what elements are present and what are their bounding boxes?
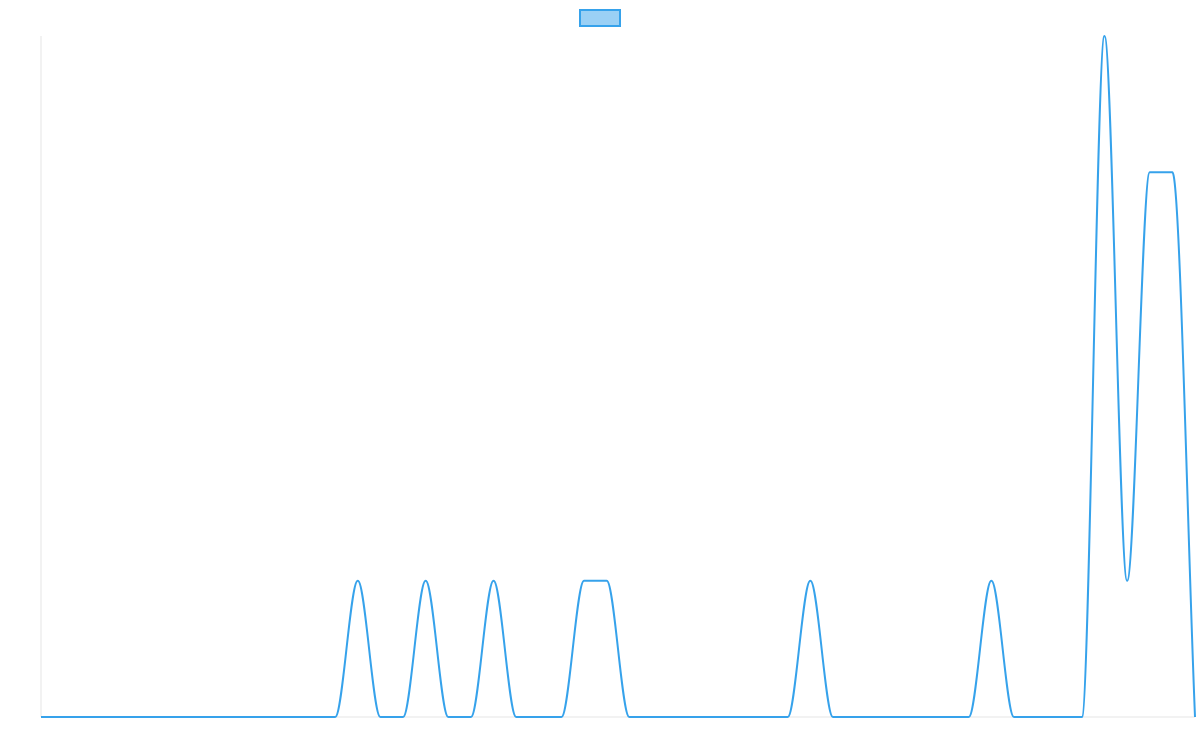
data-point[interactable] [649,714,655,720]
data-point[interactable] [1101,33,1107,39]
data-point[interactable] [830,714,836,720]
data-point[interactable] [129,714,135,720]
data-point[interactable] [174,714,180,720]
data-point[interactable] [966,714,972,720]
series-layer [38,33,1198,720]
data-point[interactable] [558,714,564,720]
data-point[interactable] [423,578,429,584]
data-point[interactable] [1056,714,1062,720]
data-point[interactable] [1011,714,1017,720]
data-point[interactable] [762,714,768,720]
data-point[interactable] [807,578,813,584]
data-point[interactable] [875,714,881,720]
data-point[interactable] [355,578,361,584]
data-point[interactable] [694,714,700,720]
data-point[interactable] [739,714,745,720]
data-point[interactable] [853,714,859,720]
data-point[interactable] [61,714,67,720]
legend[interactable] [579,9,621,27]
data-point[interactable] [38,714,44,720]
data-point[interactable] [626,714,632,720]
data-point[interactable] [943,714,949,720]
data-point[interactable] [310,714,316,720]
data-point[interactable] [83,714,89,720]
data-point[interactable] [717,714,723,720]
data-point[interactable] [1079,714,1085,720]
data-point[interactable] [106,714,112,720]
data-point[interactable] [468,714,474,720]
data-point[interactable] [1124,578,1130,584]
data-point[interactable] [242,714,248,720]
data-point[interactable] [581,578,587,584]
data-point[interactable] [1034,714,1040,720]
data-point[interactable] [988,578,994,584]
data-point[interactable] [536,714,542,720]
data-point[interactable] [1169,169,1175,175]
data-point[interactable] [151,714,157,720]
data-point[interactable] [1192,714,1198,720]
legend-swatch [579,9,621,27]
legend-entry[interactable] [579,9,621,27]
data-point[interactable] [898,714,904,720]
data-point[interactable] [377,714,383,720]
data-point[interactable] [219,714,225,720]
data-point[interactable] [287,714,293,720]
data-point[interactable] [196,714,202,720]
data-point[interactable] [332,714,338,720]
data-point[interactable] [604,578,610,584]
data-point[interactable] [1147,169,1153,175]
data-point[interactable] [785,714,791,720]
data-point[interactable] [920,714,926,720]
data-point[interactable] [264,714,270,720]
data-point[interactable] [513,714,519,720]
data-point[interactable] [400,714,406,720]
series-line-0 [40,34,1196,719]
data-point[interactable] [445,714,451,720]
data-point[interactable] [672,714,678,720]
data-point[interactable] [491,578,497,584]
